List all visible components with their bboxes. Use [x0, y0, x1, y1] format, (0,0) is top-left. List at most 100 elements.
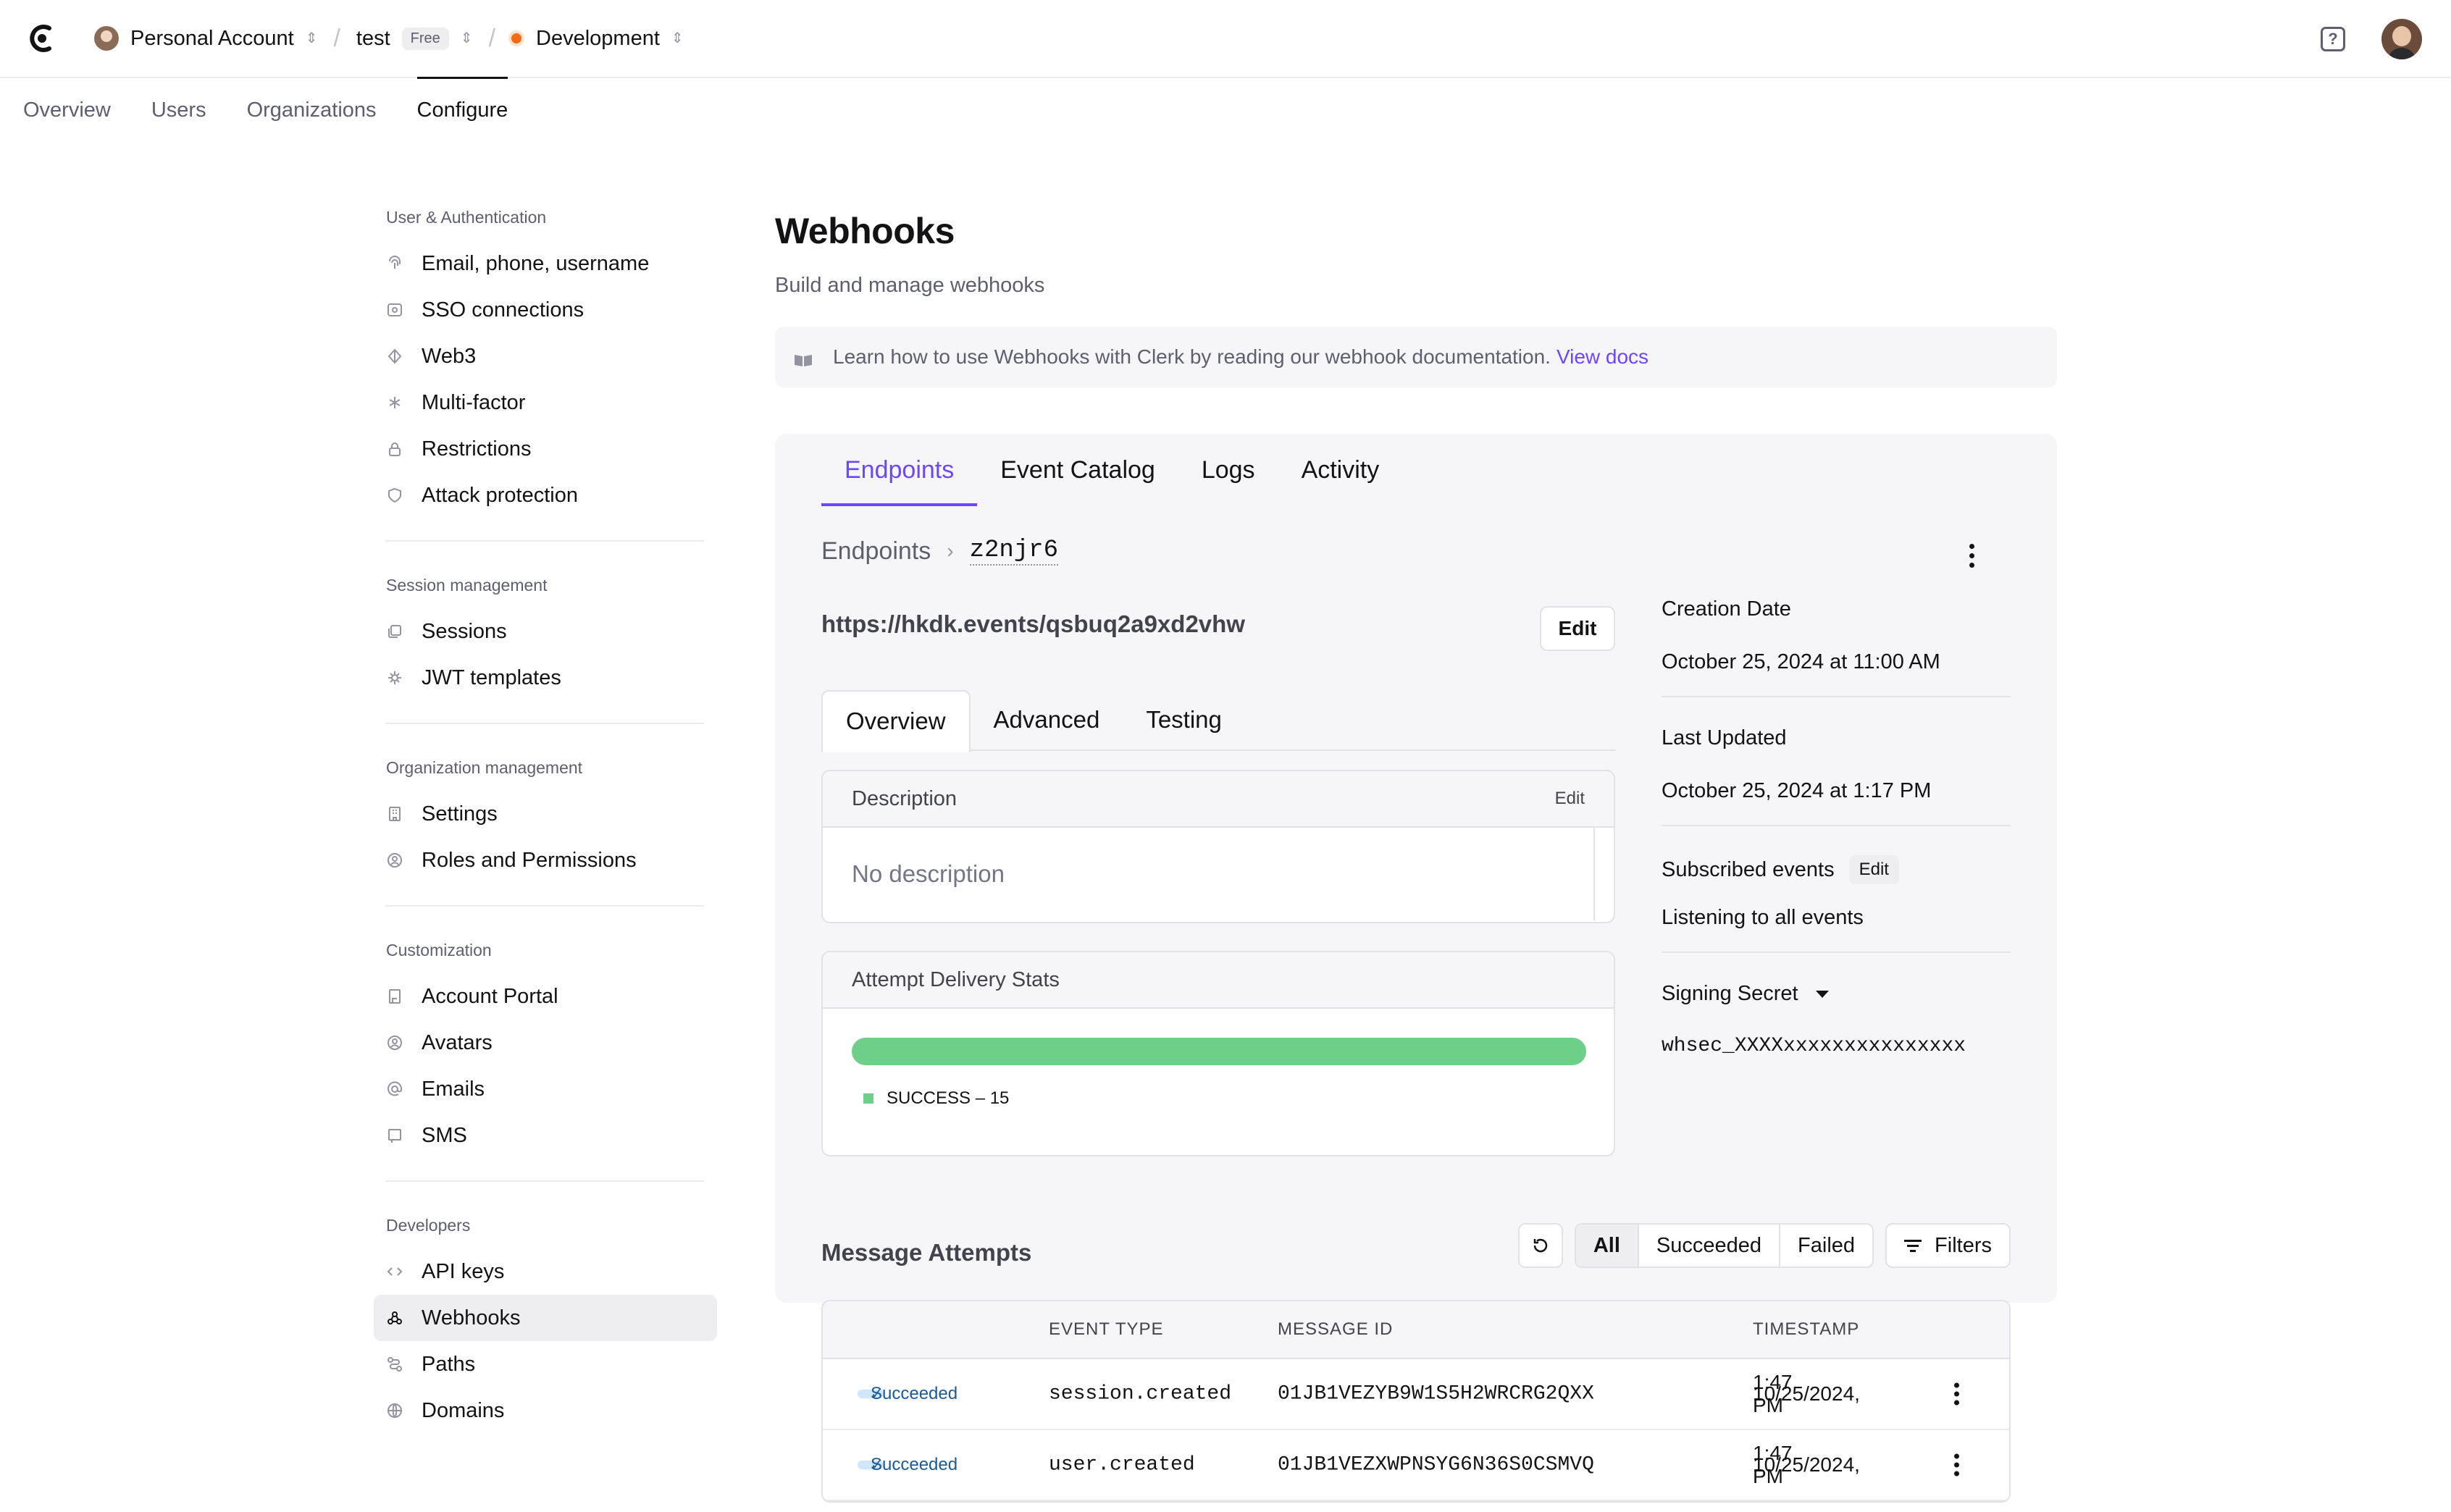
subtab-testing[interactable]: Testing — [1146, 706, 1222, 733]
check-icon: ✓ — [871, 1457, 883, 1474]
sidebar-item-roles-permissions[interactable]: Roles and Permissions — [374, 837, 717, 883]
paths-icon — [387, 1356, 403, 1372]
nav-tab-overview[interactable]: Overview — [23, 98, 111, 122]
stats-heading: Attempt Delivery Stats — [852, 967, 1060, 991]
shield-icon — [387, 487, 403, 503]
nav-tab-configure[interactable]: Configure — [416, 77, 508, 140]
sidebar-item-label: Webhooks — [422, 1306, 521, 1330]
sidebar-item-label: Settings — [422, 802, 498, 826]
creation-date-label: Creation Date — [1662, 597, 1791, 621]
edit-description-button[interactable]: Edit — [1554, 789, 1585, 808]
sidebar-item-webhooks[interactable]: Webhooks — [374, 1295, 717, 1341]
sidebar-heading: Organization management — [386, 757, 583, 777]
last-updated-label: Last Updated — [1662, 726, 1787, 749]
nav-tab-organizations[interactable]: Organizations — [246, 98, 377, 122]
environment-status-dot — [511, 33, 522, 43]
signing-secret-toggle[interactable]: Signing Secret — [1662, 982, 2011, 1006]
filter-failed[interactable]: Failed — [1798, 1233, 1856, 1257]
description-heading: Description — [852, 786, 958, 810]
sidebar-item-label: Email, phone, username — [422, 251, 650, 275]
sidebar-item-email-phone-username[interactable]: Email, phone, username — [374, 240, 717, 287]
account-name: Personal Account — [130, 26, 294, 50]
sidebar-item-settings[interactable]: Settings — [374, 791, 717, 837]
sidebar-item-label: Restrictions — [422, 437, 532, 461]
sidebar-item-label: SSO connections — [422, 298, 585, 322]
sidebar-item-label: Account Portal — [422, 984, 558, 1008]
nav-tab-users[interactable]: Users — [151, 98, 206, 122]
message-attempts-table: EVENT TYPE MESSAGE ID TIMESTAMP ✓ Succeed… — [821, 1300, 2011, 1503]
endpoint-id[interactable]: z2njr6 — [969, 537, 1058, 566]
sidebar-item-restrictions[interactable]: Restrictions — [374, 426, 717, 472]
sidebar-section-session: Session management Sessions JWT template… — [374, 571, 717, 701]
column-header-event-type: EVENT TYPE — [1049, 1319, 1164, 1339]
environment-switcher[interactable]: Development ⇕ — [511, 27, 684, 51]
status-badge: ✓ Succeeded — [858, 1455, 958, 1474]
app-switcher[interactable]: test Free ⇕ — [356, 27, 473, 51]
edit-url-button[interactable]: Edit — [1540, 606, 1615, 651]
endpoint-menu-icon[interactable] — [1957, 541, 1986, 570]
tab-event-catalog[interactable]: Event Catalog — [1000, 456, 1155, 484]
filter-all[interactable]: All — [1575, 1225, 1639, 1267]
endpoint-breadcrumb: Endpoints › z2njr6 — [821, 537, 1058, 566]
message-attempts-toolbar: All Succeeded Failed Filters — [1517, 1223, 2011, 1268]
table-row[interactable]: ✓ Succeeded user.created 01JB1VEZXWPNSYG6… — [823, 1430, 2009, 1501]
sidebar-section-user-auth: User & Authentication Email, phone, user… — [374, 203, 717, 518]
asterisk-icon — [387, 395, 403, 411]
last-updated-value: October 25, 2024 at 1:17 PM — [1662, 779, 1932, 802]
help-icon[interactable]: ? — [2321, 27, 2345, 51]
subtab-overview[interactable]: Overview — [821, 690, 971, 752]
subtab-advanced[interactable]: Advanced — [993, 706, 1100, 733]
event-type: session.created — [1049, 1382, 1232, 1406]
filter-lines-icon — [1904, 1239, 1922, 1252]
filters-label: Filters — [1935, 1233, 1992, 1257]
edit-events-button[interactable]: Edit — [1848, 855, 1899, 884]
portal-icon — [387, 988, 403, 1004]
sidebar-item-label: API keys — [422, 1259, 505, 1283]
table-row[interactable]: ✓ Succeeded session.created 01JB1VEZYB9W1… — [823, 1359, 2009, 1430]
sidebar-item-avatars[interactable]: Avatars — [374, 1020, 717, 1066]
tab-endpoints[interactable]: Endpoints — [821, 456, 978, 506]
sidebar-item-sessions[interactable]: Sessions — [374, 608, 717, 655]
check-icon: ✓ — [871, 1386, 883, 1403]
chevron-updown-icon: ⇕ — [305, 30, 318, 46]
filters-button[interactable]: Filters — [1885, 1223, 2011, 1268]
view-docs-link[interactable]: View docs — [1556, 345, 1649, 368]
webhook-icon — [387, 1310, 403, 1326]
lock-icon — [387, 441, 403, 457]
filter-succeeded[interactable]: Succeeded — [1639, 1225, 1781, 1267]
sidebar-item-label: Domains — [422, 1398, 505, 1422]
sidebar-item-paths[interactable]: Paths — [374, 1341, 717, 1387]
sidebar-item-api-keys[interactable]: API keys — [374, 1248, 717, 1295]
sidebar-item-attack-protection[interactable]: Attack protection — [374, 472, 717, 518]
web3-icon — [387, 348, 403, 364]
sidebar-item-label: SMS — [422, 1123, 467, 1147]
sidebar-divider — [385, 1180, 704, 1182]
sidebar-item-label: Roles and Permissions — [422, 848, 637, 872]
description-value: No description — [823, 828, 1595, 920]
account-switcher[interactable]: Personal Account ⇕ — [94, 26, 317, 51]
column-header-timestamp: TIMESTAMP — [1753, 1319, 1860, 1339]
sidebar-item-sms[interactable]: SMS — [374, 1112, 717, 1159]
row-menu-icon[interactable] — [1954, 1382, 1959, 1406]
sidebar-item-emails[interactable]: Emails — [374, 1066, 717, 1112]
sidebar-heading: Developers — [386, 1215, 471, 1235]
chevron-updown-icon: ⇕ — [460, 30, 473, 46]
clerk-logo-icon[interactable] — [26, 22, 58, 54]
sidebar-item-account-portal[interactable]: Account Portal — [374, 973, 717, 1020]
legend-swatch — [863, 1093, 873, 1104]
sidebar-item-domains[interactable]: Domains — [374, 1387, 717, 1434]
sidebar-item-multi-factor[interactable]: Multi-factor — [374, 379, 717, 426]
sessions-icon — [387, 623, 403, 639]
timestamp-date: 10/25/2024, — [1753, 1453, 1860, 1476]
sidebar-item-jwt-templates[interactable]: JWT templates — [374, 655, 717, 701]
code-icon — [387, 1264, 403, 1280]
tab-logs[interactable]: Logs — [1201, 456, 1255, 484]
sidebar-item-sso-connections[interactable]: SSO connections — [374, 287, 717, 333]
refresh-icon[interactable] — [1517, 1223, 1563, 1268]
row-menu-icon[interactable] — [1954, 1453, 1959, 1477]
breadcrumb-endpoints-link[interactable]: Endpoints — [821, 537, 931, 565]
signing-secret-label: Signing Secret — [1662, 982, 1798, 1005]
user-avatar[interactable] — [2381, 19, 2422, 59]
sidebar-item-web3[interactable]: Web3 — [374, 333, 717, 379]
tab-activity[interactable]: Activity — [1301, 456, 1380, 484]
